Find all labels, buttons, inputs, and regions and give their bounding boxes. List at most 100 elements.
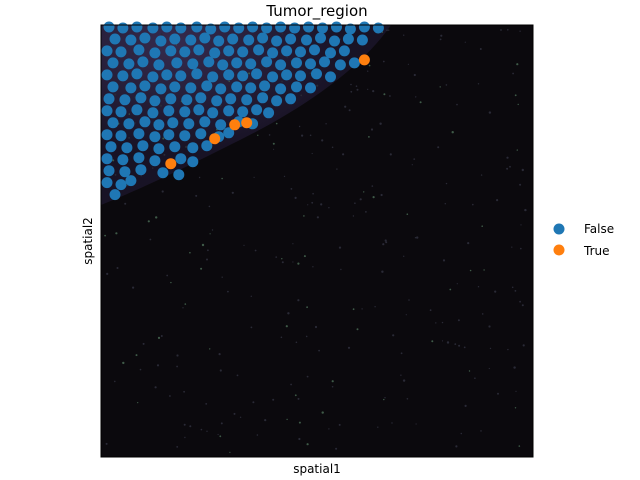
tissue-speckle xyxy=(338,423,341,426)
tissue-speckle xyxy=(297,262,300,265)
tissue-speckle xyxy=(516,149,518,151)
tissue-speckle xyxy=(359,198,362,201)
tissue-speckle xyxy=(331,385,334,388)
tissue-speckle xyxy=(295,341,298,344)
legend-marker-false xyxy=(553,223,565,235)
scatter-point-false xyxy=(175,22,187,34)
tissue-speckle xyxy=(415,96,417,98)
tissue-speckle xyxy=(388,29,390,31)
tissue-speckle xyxy=(272,398,275,401)
tissue-speckle xyxy=(449,288,452,291)
tissue-speckle xyxy=(361,308,363,310)
tissue-speckle xyxy=(175,44,178,46)
scatter-point-false xyxy=(237,70,249,82)
tissue-speckle xyxy=(419,101,422,104)
tissue-speckle xyxy=(166,274,169,277)
tissue-speckle xyxy=(524,208,527,212)
scatter-point-false xyxy=(115,179,127,191)
tissue-speckle xyxy=(132,286,135,289)
scatter-point-false xyxy=(267,47,279,59)
tissue-speckle xyxy=(370,128,374,131)
tissue-speckle xyxy=(219,369,222,372)
tissue-speckle xyxy=(382,243,385,246)
tissue-speckle xyxy=(391,422,393,424)
scatter-point-false xyxy=(163,105,175,117)
tissue-speckle xyxy=(149,238,152,241)
scatter-point-false xyxy=(125,175,137,187)
scatter-point-false xyxy=(147,71,159,83)
scatter-point-false xyxy=(215,119,227,131)
scatter-point-false xyxy=(195,92,207,104)
tissue-speckle xyxy=(138,89,141,91)
tissue-speckle xyxy=(477,83,480,85)
scatter-point-false xyxy=(187,156,199,168)
tissue-speckle xyxy=(431,340,434,343)
tissue-speckle xyxy=(382,60,385,63)
tissue-speckle xyxy=(163,97,165,100)
tissue-speckle xyxy=(275,256,278,258)
tissue-speckle xyxy=(488,325,491,328)
scatter-point-false xyxy=(289,22,301,34)
scatter-point-false xyxy=(147,22,159,34)
tissue-speckle xyxy=(400,374,402,376)
tissue-speckle xyxy=(509,165,511,168)
scatter-point-false xyxy=(171,57,183,69)
tissue-speckle xyxy=(389,153,392,156)
tissue-speckle xyxy=(160,335,163,337)
tissue-speckle xyxy=(442,259,446,262)
tissue-speckle xyxy=(318,349,320,352)
scatter-point-false xyxy=(179,130,191,142)
tissue-speckle xyxy=(403,34,405,36)
scatter-point-false xyxy=(245,82,257,94)
tissue-speckle xyxy=(467,242,470,245)
tissue-speckle xyxy=(497,392,499,395)
tissue-speckle xyxy=(264,419,267,422)
tissue-speckle xyxy=(250,326,253,329)
tissue-speckle xyxy=(347,346,351,349)
scatter-point-true xyxy=(358,54,370,66)
scatter-point-false xyxy=(245,58,257,70)
tissue-speckle xyxy=(446,341,450,344)
tissue-speckle xyxy=(200,428,203,431)
tissue-speckle xyxy=(477,286,480,288)
tissue-speckle xyxy=(316,84,319,87)
tissue-speckle xyxy=(198,176,201,179)
tissue-speckle xyxy=(170,281,172,284)
tissue-speckle xyxy=(312,192,314,195)
tissue-speckle xyxy=(469,269,472,272)
scatter-point-false xyxy=(203,56,215,68)
scatter-point-false xyxy=(115,46,127,58)
tissue-speckle xyxy=(312,266,314,268)
tissue-speckle xyxy=(283,175,286,178)
scatter-point-false xyxy=(257,32,269,44)
scatter-point-false xyxy=(107,57,119,69)
tissue-speckle xyxy=(519,300,521,303)
tissue-speckle xyxy=(257,134,259,136)
scatter-point-false xyxy=(149,155,161,167)
scatter-point-false xyxy=(117,154,129,166)
tissue-speckle xyxy=(384,239,387,242)
tissue-speckle xyxy=(335,447,338,450)
scatter-point-false xyxy=(211,95,223,107)
chart-title: Tumor_region xyxy=(265,2,367,21)
scatter-point-false xyxy=(215,83,227,95)
scatter-point-false xyxy=(209,47,221,59)
tissue-speckle xyxy=(386,29,388,32)
tissue-speckle xyxy=(516,63,519,66)
tissue-speckle xyxy=(239,416,242,418)
tissue-speckle xyxy=(124,202,127,205)
tissue-speckle xyxy=(338,246,342,249)
scatter-point-false xyxy=(165,93,177,105)
tissue-speckle xyxy=(519,183,522,186)
scatter-point-false xyxy=(195,128,207,140)
legend-label-true: True xyxy=(583,244,610,258)
tissue-speckle xyxy=(309,72,312,74)
tissue-speckle xyxy=(189,251,191,254)
series-false xyxy=(101,21,384,201)
tissue-speckle xyxy=(320,203,323,206)
series-true xyxy=(165,54,370,170)
tissue-speckle xyxy=(385,241,388,244)
tissue-speckle xyxy=(156,364,160,367)
scatter-point-false xyxy=(153,59,165,71)
